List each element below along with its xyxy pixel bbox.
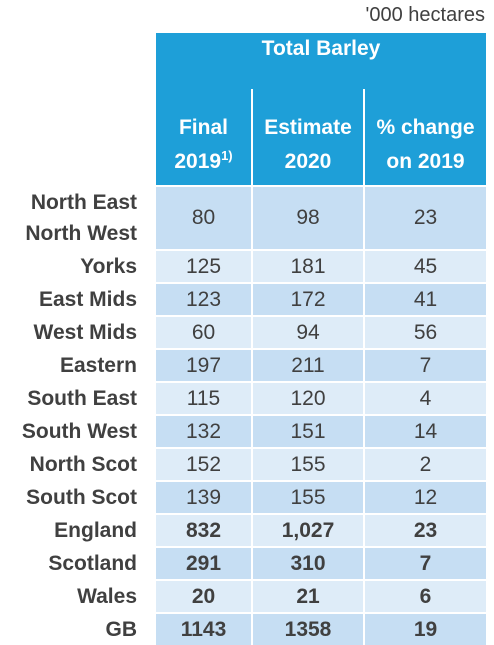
table-row: Wales 20 21 6 — [0, 579, 494, 612]
row-label: South East — [27, 387, 137, 410]
column-header-final: Final 20191) — [156, 89, 253, 185]
barley-table: Total Barley Final 20191) Estimate 2020 … — [0, 33, 494, 645]
title-row: Total Barley — [0, 33, 494, 89]
table-row: South Scot 139 155 12 — [0, 480, 494, 513]
row-label: West Mids — [33, 321, 137, 344]
table-row: South East 115 120 4 — [0, 381, 494, 414]
row-label: Eastern — [59, 354, 137, 377]
cell-change: 4 — [365, 383, 486, 414]
cell-estimate: 120 — [253, 383, 365, 414]
table-row: West Mids 60 94 56 — [0, 315, 494, 348]
table-row: East Mids 123 172 41 — [0, 282, 494, 315]
cell-change: 23 — [365, 187, 486, 249]
row-label: Scotland — [48, 552, 137, 575]
header-row: Final 20191) Estimate 2020 % change on 2… — [0, 89, 494, 185]
table-row: North Scot 152 155 2 — [0, 447, 494, 480]
cell-change: 7 — [365, 548, 486, 579]
cell-estimate: 1,027 — [253, 515, 365, 546]
cell-change: 7 — [365, 350, 486, 381]
table-row: North East North West 80 98 23 — [0, 185, 494, 249]
cell-estimate: 94 — [253, 317, 365, 348]
row-label: England — [54, 519, 137, 542]
cell-final: 139 — [156, 482, 253, 513]
cell-final: 197 — [156, 350, 253, 381]
unit-label: '000 hectares — [365, 4, 485, 26]
cell-estimate: 211 — [253, 350, 365, 381]
cell-final: 115 — [156, 383, 253, 414]
column-header-change: % change on 2019 — [365, 89, 486, 185]
column-header-estimate: Estimate 2020 — [253, 89, 365, 185]
cell-change: 12 — [365, 482, 486, 513]
cell-final: 832 — [156, 515, 253, 546]
table-row: Yorks 125 181 45 — [0, 249, 494, 282]
cell-estimate: 181 — [253, 251, 365, 282]
cell-change: 14 — [365, 416, 486, 447]
table-title: Total Barley — [156, 33, 486, 89]
cell-estimate: 310 — [253, 548, 365, 579]
table-row: Eastern 197 211 7 — [0, 348, 494, 381]
cell-change: 2 — [365, 449, 486, 480]
cell-estimate: 98 — [253, 187, 365, 249]
row-label: Yorks — [80, 255, 137, 278]
row-label: Wales — [77, 585, 137, 608]
table-row: South West 132 151 14 — [0, 414, 494, 447]
row-label: North Scot — [29, 453, 137, 476]
footnote-marker: 1) — [221, 148, 233, 163]
cell-change: 19 — [365, 614, 486, 645]
cell-change: 6 — [365, 581, 486, 612]
cell-change: 56 — [365, 317, 486, 348]
cell-estimate: 21 — [253, 581, 365, 612]
cell-final: 291 — [156, 548, 253, 579]
cell-final: 152 — [156, 449, 253, 480]
cell-final: 20 — [156, 581, 253, 612]
cell-final: 123 — [156, 284, 253, 315]
cell-final: 60 — [156, 317, 253, 348]
cell-final: 132 — [156, 416, 253, 447]
cell-change: 23 — [365, 515, 486, 546]
row-label: GB — [105, 618, 138, 641]
table-body: North East North West 80 98 23 Yorks 125 181 45 E… — [0, 185, 494, 645]
cell-change: 41 — [365, 284, 486, 315]
cell-final: 1143 — [156, 614, 253, 645]
row-label: North East North West — [25, 191, 137, 245]
cell-estimate: 155 — [253, 449, 365, 480]
cell-estimate: 172 — [253, 284, 365, 315]
table-row: Scotland 291 310 7 — [0, 546, 494, 579]
cell-final: 80 — [156, 187, 253, 249]
cell-estimate: 1358 — [253, 614, 365, 645]
table-row: GB 1143 1358 19 — [0, 612, 494, 645]
cell-final: 125 — [156, 251, 253, 282]
cell-estimate: 155 — [253, 482, 365, 513]
cell-estimate: 151 — [253, 416, 365, 447]
cell-change: 45 — [365, 251, 486, 282]
row-label: East Mids — [38, 288, 137, 311]
row-label: South West — [21, 420, 137, 443]
row-label: South Scot — [26, 486, 137, 509]
table-row: England 832 1,027 23 — [0, 513, 494, 546]
